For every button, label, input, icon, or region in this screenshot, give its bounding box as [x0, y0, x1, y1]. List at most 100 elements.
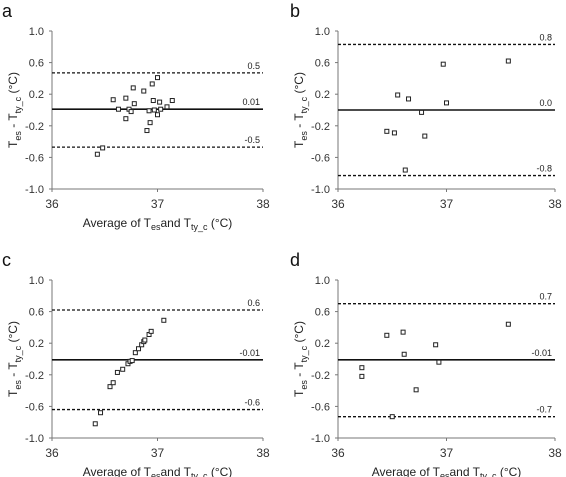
y-tick-label: 0.6: [315, 58, 330, 70]
data-point: [114, 369, 120, 375]
x-axis-label: Average of Tesand Tty_c (°C): [83, 216, 233, 232]
y-tick-label: 0.6: [29, 307, 44, 319]
data-point: [422, 133, 428, 139]
ref-line-label: 0.5: [247, 61, 260, 71]
data-point: [110, 97, 116, 103]
ref-line-label: 0.0: [539, 98, 552, 108]
chart-panel-c: c 1.0 0.6 0.2 -0.2 -0.6 -1.036 37 38 0.6 -0.01 -0.6…: [2, 250, 270, 477]
data-point: [402, 167, 408, 173]
y-tick-label: 0.2: [315, 338, 330, 350]
data-point: [146, 108, 152, 114]
ref-line-label: -0.5: [244, 135, 260, 145]
y-axis-label: Tes - Tty_c (°C): [6, 321, 23, 397]
x-tick-label: 36: [45, 446, 59, 460]
data-point: [395, 92, 401, 98]
x-axis-label-text: Average of T: [83, 216, 152, 230]
x-axis-label-text: and T: [161, 216, 192, 230]
data-point: [505, 321, 511, 327]
data-point: [161, 317, 167, 323]
y-axis-label: Tes - Tty_c (°C): [292, 321, 309, 397]
x-axis-label: Average of Tesand Tty_c (°C): [372, 465, 522, 477]
x-axis-label-subscript: ty_c: [191, 471, 208, 477]
y-axis-label-text: - T: [6, 362, 20, 380]
y-axis-label: Tes - Tty_c (°C): [6, 72, 23, 148]
y-axis-label-unit: (°C): [6, 321, 20, 346]
data-point: [155, 75, 160, 81]
data-point: [436, 359, 442, 365]
ref-line-label: 0.6: [247, 298, 260, 308]
data-point: [110, 380, 116, 386]
y-axis-label-subscript: ty_c: [299, 345, 309, 362]
x-axis-label-subscript: ty_c: [480, 471, 497, 477]
y-axis-label-subscript: ty_c: [299, 96, 309, 113]
ref-line-label: -0.6: [244, 398, 260, 408]
x-tick-label: 37: [440, 197, 454, 211]
data-point: [505, 58, 511, 64]
y-tick-label: -1.0: [25, 184, 44, 196]
x-tick-label: 36: [331, 197, 345, 211]
data-point: [100, 145, 106, 151]
x-axis-label-text: and T: [161, 465, 192, 477]
ref-line-label: 0.8: [539, 32, 552, 42]
x-tick-label: 38: [548, 446, 562, 460]
y-tick-label: -0.2: [25, 121, 44, 133]
y-tick-label: -0.2: [25, 370, 44, 382]
chart-panel-a: a 1.0 0.6 0.2 -0.2 -0.6 -1.036 37 38 0.5 0.01 -0.5 T…: [2, 1, 270, 232]
data-point: [151, 107, 157, 113]
y-tick-label: 0.6: [315, 307, 330, 319]
y-tick-label: -0.6: [311, 401, 330, 413]
data-point: [94, 151, 100, 157]
x-tick-label: 37: [151, 197, 165, 211]
x-axis-label: Average of Tesand Tty_c (°C): [83, 465, 233, 477]
data-point: [123, 116, 129, 122]
ref-line-label: -0.01: [531, 348, 552, 358]
data-point: [144, 128, 150, 134]
x-axis-label-subscript: ty_c: [191, 222, 208, 232]
chart-panel-d: d 1.0 0.6 0.2 -0.2 -0.6 -1.036 37 38 0.7 -0.01 -0.7…: [290, 250, 562, 477]
data-point: [413, 387, 419, 393]
x-axis-label-unit: (°C): [496, 465, 521, 477]
data-point: [130, 85, 136, 91]
data-point: [150, 98, 156, 104]
data-point: [359, 365, 365, 371]
data-point: [92, 421, 98, 427]
y-axis-label-unit: (°C): [292, 321, 306, 346]
y-axis-label-subscript: ty_c: [13, 345, 23, 362]
x-tick-label: 37: [440, 446, 454, 460]
x-axis-label-text: and T: [450, 465, 481, 477]
data-point: [444, 100, 449, 106]
data-point: [131, 101, 137, 107]
y-tick-label: 0.2: [315, 89, 330, 101]
data-point: [123, 95, 129, 101]
y-axis-label-text: T: [292, 389, 306, 397]
y-axis-label-text: T: [6, 389, 20, 397]
ref-line-label: 0.7: [539, 292, 552, 302]
data-point: [141, 88, 147, 94]
data-point: [132, 350, 138, 356]
y-axis-label-subscript: es: [299, 380, 309, 390]
data-point: [147, 120, 153, 126]
y-axis-label-text: - T: [292, 362, 306, 380]
y-tick-label: -1.0: [25, 433, 44, 445]
x-tick-label: 38: [256, 197, 270, 211]
data-point: [401, 351, 407, 357]
data-point: [400, 329, 406, 335]
y-axis-label-text: - T: [292, 113, 306, 131]
y-tick-label: 0.6: [29, 58, 44, 70]
y-axis-label-text: - T: [6, 113, 20, 131]
x-axis-label-subscript: es: [440, 471, 450, 477]
y-tick-label: 1.0: [315, 275, 330, 287]
data-point: [120, 366, 126, 372]
data-point: [406, 96, 412, 102]
x-tick-label: 38: [256, 446, 270, 460]
data-point: [158, 106, 164, 112]
y-tick-label: 1.0: [29, 26, 44, 38]
x-axis-label-unit: (°C): [207, 216, 232, 230]
x-tick-label: 38: [548, 197, 562, 211]
y-tick-label: -0.6: [25, 152, 44, 164]
x-tick-label: 37: [151, 446, 165, 460]
y-tick-label: -0.2: [311, 121, 330, 133]
data-point: [391, 130, 397, 136]
data-point: [115, 106, 121, 112]
data-point: [155, 112, 160, 118]
